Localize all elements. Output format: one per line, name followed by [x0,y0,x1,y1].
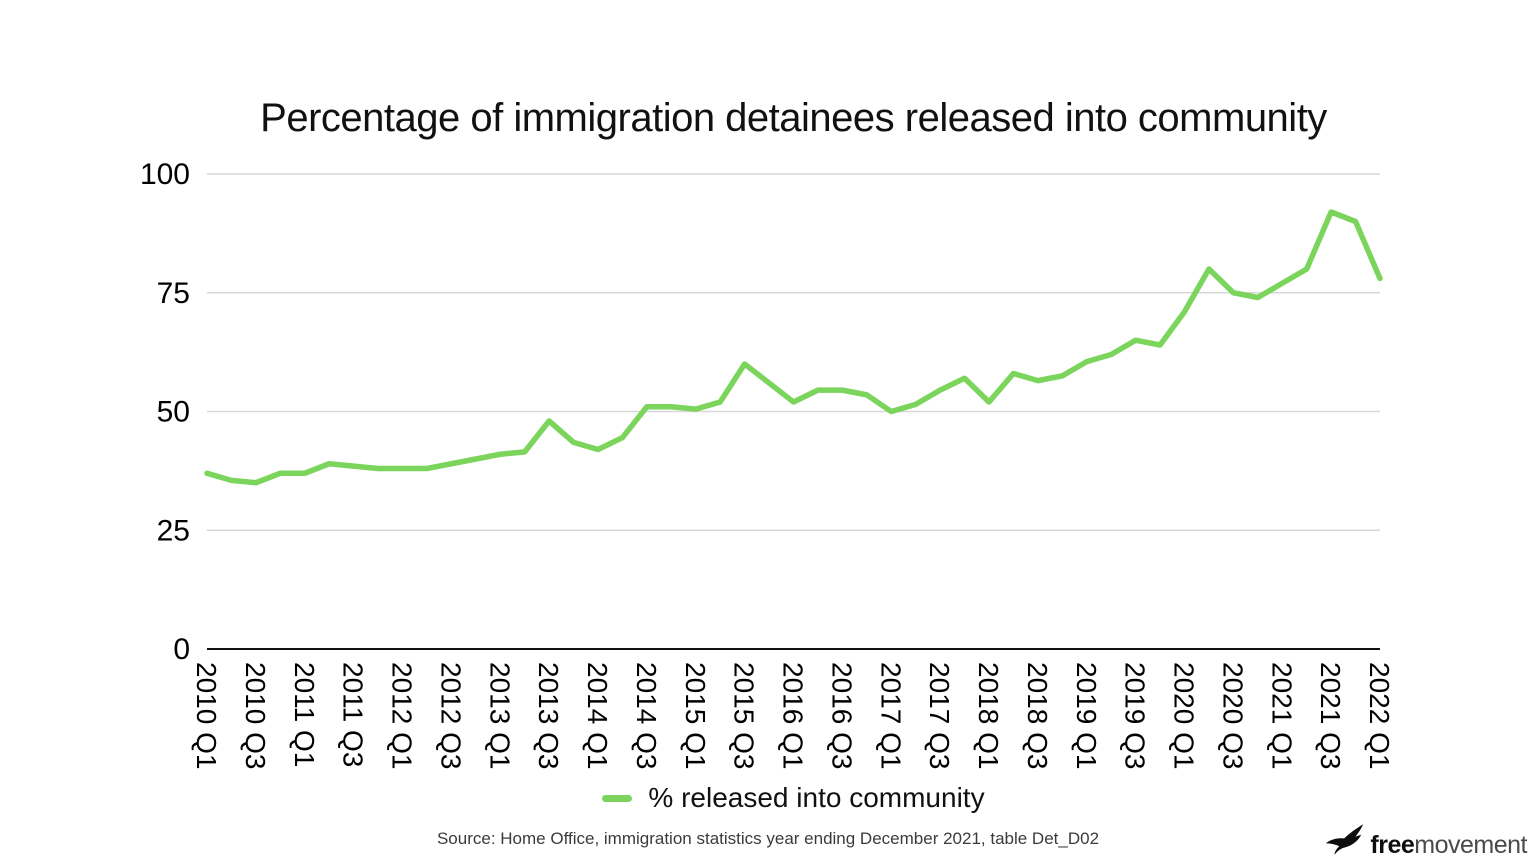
data-line-released-into-community [204,209,1383,486]
x-tick-label: 2017 Q3 [924,662,955,769]
x-tick-label: 2011 Q1 [289,662,320,767]
brand-free: free [1370,831,1415,859]
x-tick-label: 2013 Q1 [484,662,515,769]
y-tick-label: 25 [157,514,190,547]
x-tick-label: 2013 Q3 [533,662,564,769]
x-tick-label: 2010 Q3 [240,662,271,769]
x-tick-label: 2012 Q3 [435,662,466,769]
y-tick-label: 50 [157,396,190,429]
x-tick-label: 2015 Q3 [729,662,760,769]
y-tick-label: 100 [140,158,190,191]
x-tick-label: 2015 Q1 [680,662,711,769]
x-tick-label: 2022 Q1 [1364,662,1395,769]
legend-swatch-line-icon [602,794,633,802]
x-tick-label: 2012 Q1 [387,662,418,769]
x-tick-label: 2020 Q1 [1169,662,1200,769]
freemovement-logo: freemovement [1324,822,1527,858]
x-tick-label: 2019 Q3 [1120,662,1151,769]
flying-bird-icon [1326,824,1364,855]
x-tick-label: 2014 Q1 [582,662,613,769]
chart-title: Percentage of immigration detainees rele… [260,96,1327,140]
x-tick-label: 2020 Q3 [1217,662,1248,769]
y-tick-label: 0 [173,633,190,666]
x-tick-label: 2014 Q3 [631,662,662,769]
x-tick-label: 2021 Q1 [1266,662,1297,769]
x-tick-label: 2018 Q3 [1022,662,1053,769]
brand-wordmark: freemovement [1370,833,1527,858]
x-tick-label: 2021 Q3 [1315,662,1346,769]
x-tick-label: 2019 Q1 [1071,662,1102,769]
legend: % released into community [207,779,1380,817]
x-tick-label: 2016 Q1 [778,662,809,769]
source-note: Source: Home Office, immigration statist… [436,829,1100,848]
x-tick-label: 2018 Q1 [973,662,1004,769]
y-tick-label: 75 [157,277,190,310]
x-tick-label: 2011 Q3 [338,662,369,767]
x-tick-label: 2010 Q1 [191,662,222,769]
legend-label: % released into community [648,782,985,813]
x-tick-label: 2017 Q1 [875,662,906,769]
x-tick-label: 2016 Q3 [826,662,857,769]
brand-movement: movement [1414,831,1527,859]
